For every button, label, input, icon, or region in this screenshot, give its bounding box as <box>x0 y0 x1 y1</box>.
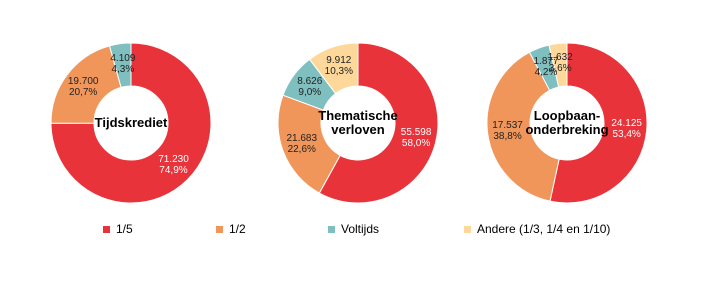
value-label: 24.125 <box>611 118 642 130</box>
percent-label: 20,7% <box>68 86 98 98</box>
percent-label: 58,0% <box>401 137 431 149</box>
chart-title: Thematische verloven <box>318 108 398 137</box>
percent-label: 4,3% <box>111 63 135 75</box>
value-label: 71.230 <box>158 154 189 166</box>
value-label: 1.877 <box>533 55 559 67</box>
donut-segment <box>318 42 439 204</box>
segment-label: 21.683 22,6% <box>286 133 317 155</box>
legend-swatch <box>216 225 223 233</box>
donut-segment <box>548 42 568 88</box>
donut-segment <box>108 42 132 88</box>
value-label: 9.912 <box>326 55 352 67</box>
legend-label: 1/5 <box>116 222 133 236</box>
donut-segment <box>308 42 359 95</box>
segment-label: 1.877 4,2% <box>533 56 558 78</box>
donut-segment <box>277 94 341 194</box>
segment-label: 19.700 20,7% <box>68 76 99 98</box>
percent-label: 9,0% <box>298 87 322 99</box>
value-label: 8.626 <box>297 76 323 88</box>
value-label: 19.700 <box>67 75 99 87</box>
donut-segment <box>549 42 648 204</box>
legend-item: Voltijds <box>328 222 379 236</box>
percent-label: 3,6% <box>548 63 572 75</box>
percent-label: 22,6% <box>287 143 316 155</box>
donut-segment <box>486 51 560 202</box>
percent-label: 74,9% <box>159 165 188 177</box>
donut-segment <box>50 42 212 204</box>
value-label: 21.683 <box>286 132 318 144</box>
legend-swatch <box>328 225 335 233</box>
value-label: 4.109 <box>110 52 136 64</box>
legend-item: 1/5 <box>103 222 133 236</box>
legend-label: Andere (1/3, 1/4 en 1/10) <box>477 222 611 236</box>
legend-item: Andere (1/3, 1/4 en 1/10) <box>464 222 610 236</box>
legend-label: 1/2 <box>229 222 246 236</box>
legend-label: Voltijds <box>341 222 380 236</box>
segment-label: 1.632 3,6% <box>548 52 573 74</box>
segment-label: 9.912 10,3% <box>325 55 353 77</box>
value-label: 55.598 <box>400 126 432 138</box>
segment-label: 71.230 74,9% <box>158 154 189 176</box>
segment-label: 24.125 53,4% <box>611 118 642 140</box>
legend-swatch <box>103 225 110 233</box>
percent-label: 53,4% <box>612 129 641 141</box>
percent-label: 10,3% <box>324 66 354 78</box>
segment-label: 55.598 58,0% <box>401 127 432 149</box>
chart-title: Loopbaan- onderbreking <box>525 108 609 137</box>
value-label: 17.537 <box>492 120 523 132</box>
value-label: 1.632 <box>547 52 573 64</box>
chart-title: Tijdskrediet <box>94 115 168 130</box>
segment-label: 17.537 38,8% <box>492 120 523 142</box>
legend-item: 1/2 <box>216 222 246 236</box>
segment-label: 4.109 4,3% <box>110 53 135 75</box>
percent-label: 38,8% <box>493 131 522 143</box>
segment-label: 8.626 9,0% <box>297 76 322 98</box>
percent-label: 4,2% <box>534 66 558 78</box>
legend-swatch <box>464 225 471 233</box>
